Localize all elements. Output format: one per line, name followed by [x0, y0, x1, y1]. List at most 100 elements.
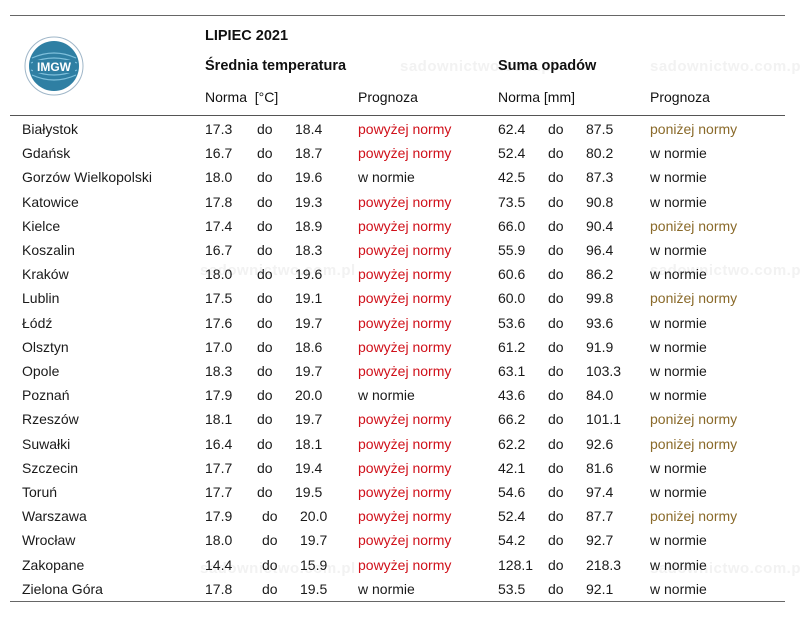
- temp-forecast: powyżej normy: [358, 314, 452, 331]
- temp-range-separator: do: [257, 338, 273, 355]
- temp-norm-min: 17.9: [205, 387, 233, 404]
- temp-norm-max: 18.4: [295, 121, 323, 137]
- precip-forecast: w normie: [650, 387, 707, 404]
- city-name: Koszalin: [22, 242, 75, 258]
- table-row: Suwałki 16.4 do 18.1 powyżej normy 62.2 do 92.6…: [0, 432, 800, 456]
- temp-norm-header: Norma [°C]: [205, 89, 279, 105]
- temp-norm-max: 19.3: [295, 193, 323, 210]
- precip-forecast: w normie: [650, 266, 707, 283]
- bottom-rule: [10, 601, 785, 602]
- city-name: Rzeszów: [22, 411, 79, 428]
- table-row: Zielona Góra 17.8 do 19.5 w normie 53.5 do 92.1…: [0, 577, 800, 601]
- temp-norm-max: 18.9: [295, 217, 323, 234]
- precip-range-separator: do: [548, 145, 564, 162]
- precip-norm-max: 218.3: [586, 556, 622, 573]
- precip-forecast: poniżej normy: [650, 121, 738, 137]
- precip-norm-max: 97.4: [586, 484, 614, 500]
- precip-norm-max: 84.0: [586, 387, 614, 404]
- precip-norm-min: 62.4: [498, 121, 526, 137]
- header-rule: [10, 115, 785, 116]
- temp-forecast: powyżej normy: [358, 145, 452, 162]
- temp-forecast: powyżej normy: [358, 508, 452, 525]
- temp-norm-min: 16.7: [205, 242, 233, 258]
- temp-range-separator: do: [262, 532, 278, 549]
- city-name: Lublin: [22, 290, 60, 307]
- table-row: Łódź 17.6 do 19.7 powyżej normy 53.6 do 93.6 w n…: [0, 311, 800, 335]
- temp-range-separator: do: [257, 459, 273, 476]
- table-row: Gdańsk 16.7 do 18.7 powyżej normy 52.4 do 80.2 w…: [0, 141, 800, 165]
- city-name: Katowice: [22, 193, 79, 210]
- temp-forecast: powyżej normy: [358, 193, 452, 210]
- city-name: Kielce: [22, 217, 61, 234]
- precip-range-separator: do: [548, 217, 564, 234]
- temp-range-separator: do: [257, 314, 273, 331]
- city-name: Szczecin: [22, 459, 79, 476]
- precip-norm-max: 93.6: [586, 314, 614, 331]
- temp-norm-max: 19.7: [295, 411, 323, 428]
- precip-forecast: poniżej normy: [650, 411, 738, 428]
- table-row: Gorzów Wielkopolski 18.0 do 19.6 w normie 42.…: [0, 165, 800, 189]
- precip-forecast: w normie: [650, 193, 707, 210]
- precip-forecast: w normie: [650, 145, 707, 162]
- temp-norm-max: 18.3: [295, 242, 323, 258]
- city-name: Gorzów Wielkopolski: [22, 169, 152, 186]
- temp-norm-max: 19.7: [295, 314, 323, 331]
- temp-forecast: powyżej normy: [358, 338, 452, 355]
- precip-forecast: poniżej normy: [650, 435, 738, 452]
- temp-range-separator: do: [257, 363, 273, 379]
- precip-forecast: w normie: [650, 314, 707, 331]
- temp-norm-max: 18.7: [295, 145, 323, 162]
- precip-norm-max: 80.2: [586, 145, 614, 162]
- temp-range-separator: do: [262, 556, 278, 573]
- precip-norm-min: 73.5: [498, 193, 526, 210]
- temp-norm-min: 17.7: [205, 484, 233, 500]
- temp-norm-min: 17.3: [205, 121, 233, 137]
- precip-norm-max: 91.9: [586, 338, 614, 355]
- precip-forecast: w normie: [650, 580, 707, 597]
- watermark: sadownictwo.com.pl: [200, 560, 356, 577]
- precip-norm-min: 60.0: [498, 290, 526, 307]
- temp-norm-min: 17.5: [205, 290, 233, 307]
- precip-norm-max: 92.6: [586, 435, 614, 452]
- temp-forecast: powyżej normy: [358, 532, 452, 549]
- temp-forecast: powyżej normy: [358, 363, 452, 379]
- precip-norm-min: 66.0: [498, 217, 526, 234]
- temp-norm-min: 17.8: [205, 580, 233, 597]
- precip-range-separator: do: [548, 508, 564, 525]
- precip-range-separator: do: [548, 290, 564, 307]
- temp-range-separator: do: [257, 145, 273, 162]
- temp-forecast: powyżej normy: [358, 217, 452, 234]
- precip-range-separator: do: [548, 193, 564, 210]
- table-row: Poznań 17.9 do 20.0 w normie 43.6 do 84.0 w norm…: [0, 383, 800, 407]
- table-row: Opole 18.3 do 19.7 powyżej normy 63.1 do 103.3 w…: [0, 359, 800, 383]
- precip-norm-min: 66.2: [498, 411, 526, 428]
- logo-text: IMGW: [37, 60, 72, 74]
- temp-norm-min: 14.4: [205, 556, 233, 573]
- temp-range-separator: do: [257, 435, 273, 452]
- city-name: Poznań: [22, 387, 70, 404]
- watermark: sadownictwo.com.pl: [650, 560, 800, 577]
- table-row: Zakopane 14.4 do 15.9 powyżej normy 128.1 do 21…: [0, 553, 800, 577]
- temp-norm-min: 16.4: [205, 435, 233, 452]
- city-name: Opole: [22, 363, 60, 379]
- temp-forecast: powyżej normy: [358, 556, 452, 573]
- city-name: Zakopane: [22, 556, 85, 573]
- imgw-logo-icon: IMGW: [24, 36, 84, 96]
- temp-forecast: w normie: [358, 580, 415, 597]
- precip-forecast: poniżej normy: [650, 290, 738, 307]
- precip-range-separator: do: [548, 363, 564, 379]
- precip-norm-max: 101.1: [586, 411, 622, 428]
- temp-norm-max: 19.6: [295, 169, 323, 186]
- temp-norm-min: 17.7: [205, 459, 233, 476]
- city-name: Kraków: [22, 266, 69, 283]
- temp-norm-max: 20.0: [295, 387, 323, 404]
- temp-norm-max: 18.1: [295, 435, 323, 452]
- precip-norm-max: 87.3: [586, 169, 614, 186]
- temp-range-separator: do: [257, 266, 273, 283]
- precip-norm-max: 103.3: [586, 363, 622, 379]
- precip-norm-min: 128.1: [498, 556, 534, 573]
- precip-norm-min: 53.5: [498, 580, 526, 597]
- precip-norm-min: 54.2: [498, 532, 526, 549]
- temp-range-separator: do: [257, 121, 273, 137]
